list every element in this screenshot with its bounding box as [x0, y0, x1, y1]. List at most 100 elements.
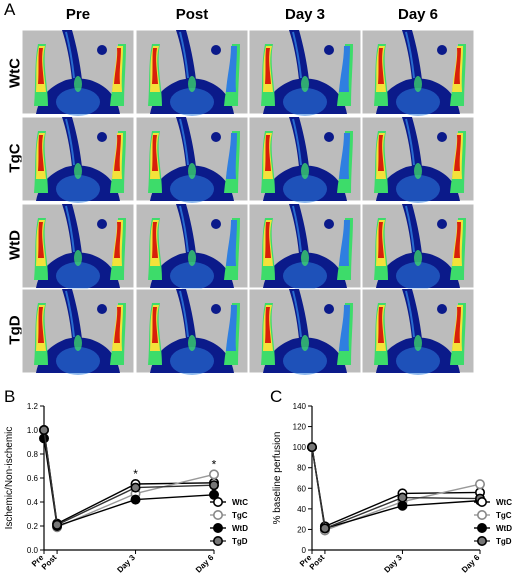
legend-label-tgc: TgC — [496, 511, 512, 520]
data-point-wtd — [38, 433, 49, 444]
data-point-wtd — [130, 494, 141, 505]
y-tick-label: 60 — [297, 484, 306, 493]
perfusion-image-tgd-1 — [135, 288, 249, 375]
perfusion-image-tgc-3 — [361, 116, 475, 203]
x-tick-label: Post — [40, 553, 59, 572]
perfusion-image-wtc-2 — [248, 29, 362, 116]
perfusion-image-grid — [21, 29, 475, 375]
chart-legend: WtC TgC WtD TgD — [474, 497, 512, 547]
perfusion-image-tgc-1 — [135, 116, 249, 203]
x-tick-label: Day 6 — [194, 553, 216, 575]
perfusion-image-wtc-0 — [21, 29, 135, 116]
perfusion-image-wtd-3 — [361, 203, 475, 290]
y-tick-label: 80 — [297, 464, 306, 473]
legend-marker-wtd — [477, 523, 488, 534]
y-tick-label: 0.8 — [27, 450, 39, 459]
perfusion-image-tgc-0 — [21, 116, 135, 203]
legend-marker-wtc — [477, 497, 488, 508]
series-tgc — [38, 424, 220, 533]
legend-label-wtd: WtD — [496, 524, 512, 533]
series-line-tgd — [311, 447, 481, 530]
significance-annotation: * — [212, 457, 217, 471]
y-tick-label: 20 — [297, 525, 306, 534]
perfusion-image-wtd-1 — [135, 203, 249, 290]
series-line-tgc — [43, 429, 215, 529]
perfusion-image-tgd-3 — [361, 288, 475, 375]
perfusion-image-tgd-2 — [248, 288, 362, 375]
legend-label-wtc: WtC — [496, 498, 512, 507]
y-tick-label: 1.2 — [27, 402, 39, 411]
panel-label-c: C — [270, 387, 283, 406]
data-point-tgc — [209, 469, 220, 480]
series-line-wtd — [311, 447, 481, 530]
legend-marker-tgc — [213, 510, 224, 521]
data-point-tgd — [38, 424, 49, 435]
perfusion-image-wtc-1 — [135, 29, 249, 116]
perfusion-image-wtc-3 — [361, 29, 475, 116]
y-axis-label: % baseline perfusion — [272, 432, 283, 525]
x-tick-label: Day 3 — [115, 553, 137, 575]
significance-annotation: * — [133, 467, 138, 481]
y-tick-label: 100 — [293, 443, 307, 452]
data-point-tgd — [209, 480, 220, 491]
panel-label-a: A — [4, 0, 16, 19]
series-line-wtd — [43, 438, 215, 527]
series-line-tgd — [43, 429, 215, 526]
legend-label-tgd: TgD — [496, 537, 512, 546]
legend-marker-wtd — [213, 523, 224, 534]
legend-label-wtd: WtD — [232, 524, 248, 533]
legend-label-wtc: WtC — [232, 498, 248, 507]
y-tick-label: 0.0 — [27, 546, 39, 555]
y-tick-label: 0.4 — [27, 498, 39, 507]
legend-marker-tgc — [477, 510, 488, 521]
perfusion-image-wtd-0 — [21, 203, 135, 290]
x-tick-label: Day 3 — [382, 553, 404, 575]
y-axis-label: Ischemic/Non-ischemic — [4, 427, 15, 530]
y-tick-label: 120 — [293, 423, 307, 432]
column-title-day3: Day 3 — [284, 6, 326, 23]
series-wtd — [306, 442, 486, 534]
column-title-pre: Pre — [65, 6, 91, 23]
perfusion-image-tgc-2 — [248, 116, 362, 203]
series-line-wtc — [43, 429, 215, 525]
x-tick-label: Post — [308, 553, 327, 572]
y-tick-label: 40 — [297, 505, 306, 514]
series-wtc — [306, 442, 486, 532]
series-tgd — [306, 442, 486, 534]
y-tick-label: 1.0 — [27, 426, 39, 435]
perfusion-image-wtd-2 — [248, 203, 362, 290]
data-point-tgd — [397, 492, 408, 503]
perfusion-image-tgd-0 — [21, 288, 135, 375]
legend-marker-tgd — [477, 536, 488, 547]
panel-label-b: B — [4, 387, 16, 406]
data-point-tgd — [306, 442, 317, 453]
x-tick-label: Day 6 — [460, 553, 482, 575]
data-point-wtd — [397, 500, 408, 511]
legend-marker-tgd — [213, 536, 224, 547]
chart-legend: WtC TgC WtD TgD — [210, 497, 248, 547]
column-title-day6: Day 6 — [397, 6, 439, 23]
y-tick-label: 0 — [302, 546, 307, 555]
series-wtc — [38, 424, 220, 529]
legend-label-tgd: TgD — [232, 537, 248, 546]
data-point-tgd — [130, 482, 141, 493]
legend-label-tgc: TgC — [232, 511, 248, 520]
series-wtd — [38, 433, 220, 532]
y-tick-label: 0.6 — [27, 474, 39, 483]
data-point-tgc — [475, 479, 486, 490]
data-point-tgd — [52, 519, 63, 530]
series-line-wtc — [311, 447, 481, 528]
data-point-tgd — [319, 523, 330, 534]
series-tgd — [38, 424, 220, 530]
data-point-wtd — [209, 489, 220, 500]
y-tick-label: 140 — [293, 402, 307, 411]
series-tgc — [306, 442, 486, 536]
y-tick-label: 0.2 — [27, 522, 39, 531]
legend-marker-wtc — [213, 497, 224, 508]
column-title-post: Post — [175, 6, 209, 23]
series-line-tgc — [311, 447, 481, 532]
